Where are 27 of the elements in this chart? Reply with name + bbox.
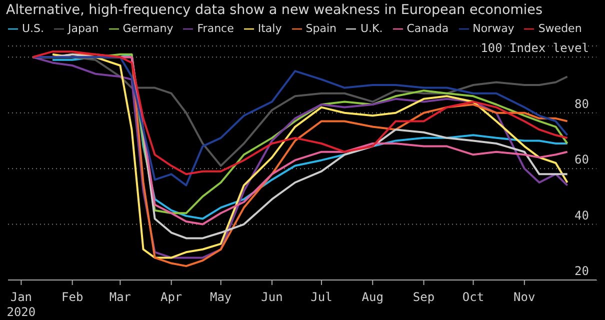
legend-label: Sweden <box>538 22 582 35</box>
x-tick-label: Jul <box>310 290 332 304</box>
legend-label: Germany <box>122 22 174 35</box>
y-tick-label: 80 <box>574 96 589 111</box>
chart-title: Alternative, high-frequency data show a new weakness in European economies <box>5 1 544 20</box>
x-tick-label: Sep <box>412 290 435 304</box>
legend-label: Japan <box>68 22 99 35</box>
y-tick-label: 60 <box>574 152 589 167</box>
y-tick-label: 20 <box>574 264 589 278</box>
x-tick-label: May <box>210 290 232 304</box>
x-tick-label: Aug <box>362 290 384 304</box>
x-tick-label: Apr <box>160 290 182 304</box>
legend-label: France <box>197 22 234 35</box>
legend-label: Italy <box>258 22 282 35</box>
y-tick-label: 40 <box>574 208 589 222</box>
x-tick-label: Mar <box>109 290 132 304</box>
x-tick-label: Feb <box>62 290 84 304</box>
legend-label: Norway <box>472 22 514 35</box>
x-tick-label: Jun <box>261 290 283 304</box>
legend-label: Canada <box>406 22 449 35</box>
legend-label: U.K. <box>360 22 383 35</box>
x-tick-label: Nov <box>514 290 536 304</box>
y-tick-label: 100 Index level <box>480 41 589 56</box>
legend-label: Spain <box>306 22 336 35</box>
x-tick-label: Oct <box>462 290 484 304</box>
x-tick-label: Jan 2020 <box>6 290 36 319</box>
legend-label: U.S. <box>22 22 44 35</box>
